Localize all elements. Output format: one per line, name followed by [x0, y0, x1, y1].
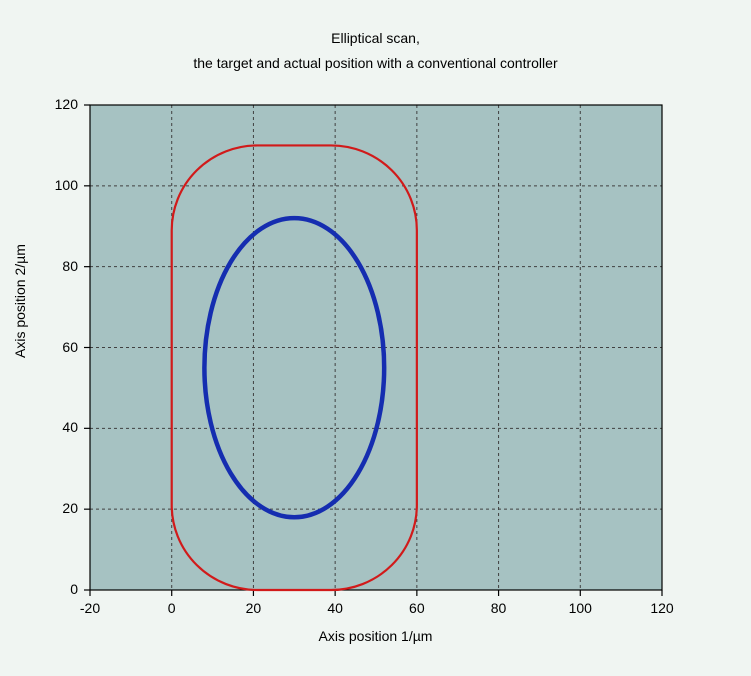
y-tick-label: 60 [62, 339, 78, 355]
x-axis-label: Axis position 1/µm [0, 628, 751, 644]
series-target_blue [204, 218, 384, 517]
data-curves [0, 0, 751, 676]
x-tick-label: 0 [152, 600, 192, 616]
x-tick-label: 40 [315, 600, 355, 616]
x-tick-label: 60 [397, 600, 437, 616]
y-tick-label: 20 [62, 500, 78, 516]
x-tick-label: 120 [642, 600, 682, 616]
chart-container: Elliptical scan, the target and actual p… [0, 0, 751, 676]
y-tick-label: 0 [70, 581, 78, 597]
y-axis-label: Axis position 2/µm [12, 338, 28, 358]
y-tick-label: 80 [62, 258, 78, 274]
y-tick-label: 100 [55, 177, 78, 193]
y-tick-label: 40 [62, 419, 78, 435]
series-actual_red [172, 145, 417, 590]
x-tick-label: 100 [560, 600, 600, 616]
y-tick-label: 120 [55, 96, 78, 112]
x-tick-label: 20 [233, 600, 273, 616]
x-tick-label: 80 [479, 600, 519, 616]
x-tick-label: -20 [70, 600, 110, 616]
